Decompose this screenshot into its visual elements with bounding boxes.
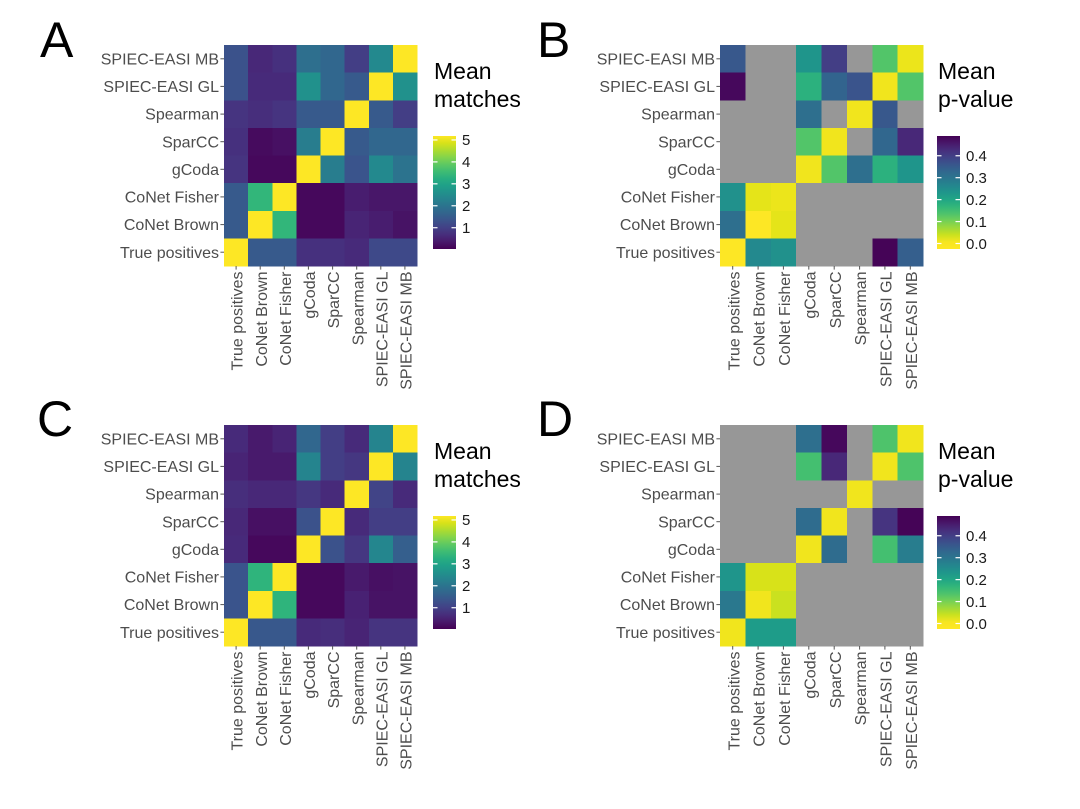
svg-text:matches: matches: [434, 86, 521, 112]
svg-text:CoNet Brown: CoNet Brown: [124, 597, 219, 614]
svg-text:gCoda: gCoda: [302, 651, 319, 698]
svg-text:True positives: True positives: [726, 652, 743, 751]
svg-text:p-value: p-value: [938, 466, 1013, 492]
svg-text:gCoda: gCoda: [802, 271, 819, 318]
svg-text:SPIEC-EASI MB: SPIEC-EASI MB: [101, 431, 219, 448]
svg-text:0.0: 0.0: [966, 236, 987, 253]
svg-text:CoNet Fisher: CoNet Fisher: [621, 570, 716, 587]
svg-text:SparCC: SparCC: [828, 652, 845, 709]
svg-text:D: D: [537, 391, 573, 447]
svg-text:SparCC: SparCC: [162, 134, 219, 151]
svg-text:0.3: 0.3: [966, 170, 987, 187]
svg-text:Mean: Mean: [434, 438, 492, 464]
svg-text:5: 5: [462, 512, 470, 529]
svg-text:0.2: 0.2: [966, 572, 987, 589]
svg-text:SPIEC-EASI GL: SPIEC-EASI GL: [374, 271, 391, 387]
svg-text:C: C: [37, 391, 73, 447]
svg-text:CoNet Fisher: CoNet Fisher: [125, 190, 220, 207]
svg-text:gCoda: gCoda: [668, 542, 715, 559]
svg-text:Spearman: Spearman: [350, 272, 367, 346]
svg-text:SPIEC-EASI MB: SPIEC-EASI MB: [597, 431, 715, 448]
svg-text:1: 1: [462, 600, 470, 617]
svg-text:SparCC: SparCC: [828, 272, 845, 329]
svg-text:SPIEC-EASI GL: SPIEC-EASI GL: [374, 651, 391, 767]
svg-text:SPIEC-EASI MB: SPIEC-EASI MB: [101, 51, 219, 68]
svg-text:CoNet Brown: CoNet Brown: [752, 652, 769, 747]
svg-text:True positives: True positives: [616, 245, 715, 262]
svg-text:Spearman: Spearman: [641, 487, 715, 504]
svg-text:0.1: 0.1: [966, 594, 987, 611]
svg-text:Spearman: Spearman: [853, 272, 870, 346]
svg-text:CoNet Brown: CoNet Brown: [620, 217, 715, 234]
svg-text:Spearman: Spearman: [145, 107, 219, 124]
svg-text:4: 4: [462, 534, 470, 551]
svg-text:True positives: True positives: [120, 245, 219, 262]
svg-text:SparCC: SparCC: [658, 514, 715, 531]
svg-text:SPIEC-EASI MB: SPIEC-EASI MB: [904, 272, 921, 390]
svg-text:Spearman: Spearman: [145, 487, 219, 504]
svg-text:gCoda: gCoda: [302, 271, 319, 318]
svg-text:B: B: [537, 12, 570, 68]
svg-text:SPIEC-EASI GL: SPIEC-EASI GL: [599, 459, 715, 476]
svg-text:SPIEC-EASI GL: SPIEC-EASI GL: [879, 271, 896, 387]
svg-text:CoNet Fisher: CoNet Fisher: [278, 651, 295, 746]
svg-text:SPIEC-EASI GL: SPIEC-EASI GL: [879, 651, 896, 767]
svg-text:SparCC: SparCC: [326, 652, 343, 709]
svg-text:3: 3: [462, 176, 470, 193]
svg-text:1: 1: [462, 220, 470, 237]
svg-text:CoNet Fisher: CoNet Fisher: [278, 271, 295, 366]
svg-text:0.1: 0.1: [966, 214, 987, 231]
svg-text:matches: matches: [434, 466, 521, 492]
svg-text:4: 4: [462, 154, 470, 171]
svg-text:True positives: True positives: [120, 625, 219, 642]
svg-text:Mean: Mean: [434, 58, 492, 84]
svg-text:SPIEC-EASI MB: SPIEC-EASI MB: [399, 652, 416, 770]
svg-text:SPIEC-EASI MB: SPIEC-EASI MB: [399, 272, 416, 390]
svg-text:2: 2: [462, 198, 470, 215]
svg-text:gCoda: gCoda: [172, 542, 219, 559]
svg-text:0.0: 0.0: [966, 616, 987, 633]
svg-text:CoNet Brown: CoNet Brown: [124, 217, 219, 234]
svg-text:CoNet Brown: CoNet Brown: [752, 272, 769, 367]
svg-text:CoNet Fisher: CoNet Fisher: [777, 651, 794, 746]
svg-text:p-value: p-value: [938, 86, 1013, 112]
svg-text:Spearman: Spearman: [641, 107, 715, 124]
svg-text:0.4: 0.4: [966, 148, 987, 165]
svg-text:5: 5: [462, 132, 470, 149]
svg-text:gCoda: gCoda: [802, 651, 819, 698]
svg-text:0.3: 0.3: [966, 550, 987, 567]
svg-text:SparCC: SparCC: [658, 134, 715, 151]
svg-text:Spearman: Spearman: [853, 652, 870, 726]
svg-text:CoNet Brown: CoNet Brown: [620, 597, 715, 614]
svg-text:SparCC: SparCC: [326, 272, 343, 329]
svg-text:SPIEC-EASI GL: SPIEC-EASI GL: [103, 459, 219, 476]
svg-text:gCoda: gCoda: [668, 162, 715, 179]
svg-text:Spearman: Spearman: [350, 652, 367, 726]
svg-text:CoNet Fisher: CoNet Fisher: [777, 271, 794, 366]
svg-text:True positives: True positives: [616, 625, 715, 642]
svg-text:True positives: True positives: [726, 272, 743, 371]
svg-text:Mean: Mean: [938, 438, 996, 464]
svg-text:CoNet Fisher: CoNet Fisher: [125, 570, 220, 587]
svg-text:3: 3: [462, 556, 470, 573]
svg-text:SPIEC-EASI GL: SPIEC-EASI GL: [103, 79, 219, 96]
svg-text:0.4: 0.4: [966, 528, 987, 545]
svg-text:CoNet Fisher: CoNet Fisher: [621, 190, 716, 207]
svg-text:2: 2: [462, 578, 470, 595]
svg-text:SPIEC-EASI GL: SPIEC-EASI GL: [599, 79, 715, 96]
svg-text:gCoda: gCoda: [172, 162, 219, 179]
svg-text:True positives: True positives: [230, 652, 247, 751]
svg-text:CoNet Brown: CoNet Brown: [254, 652, 271, 747]
svg-text:Mean: Mean: [938, 58, 996, 84]
svg-text:CoNet Brown: CoNet Brown: [254, 272, 271, 367]
svg-text:0.2: 0.2: [966, 192, 987, 209]
svg-text:A: A: [40, 12, 74, 68]
svg-text:SPIEC-EASI MB: SPIEC-EASI MB: [597, 51, 715, 68]
svg-text:SparCC: SparCC: [162, 514, 219, 531]
svg-text:True positives: True positives: [230, 272, 247, 371]
svg-text:SPIEC-EASI MB: SPIEC-EASI MB: [904, 652, 921, 770]
